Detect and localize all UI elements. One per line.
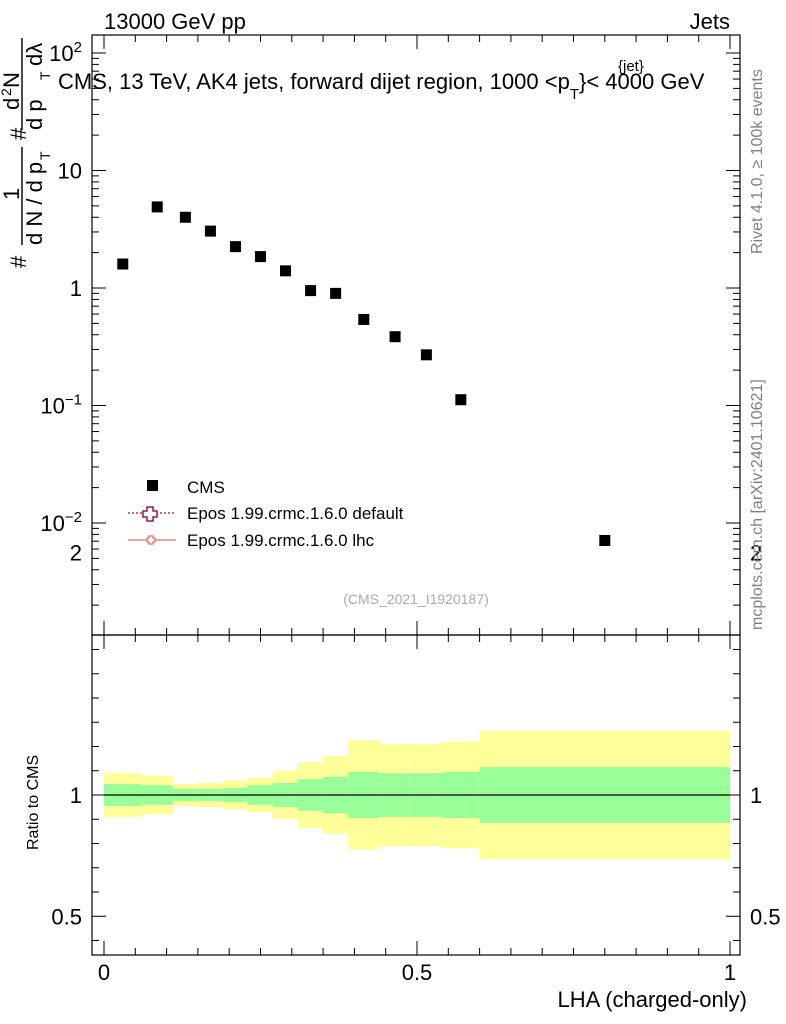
cms-data-point xyxy=(204,225,216,237)
x-axis-label: LHA (charged-only) xyxy=(557,987,747,1012)
ylabel-hash-1: # xyxy=(6,255,31,268)
ylabel-frac2-d: d xyxy=(0,98,24,110)
cms-data-point xyxy=(330,287,342,299)
ytick-exponent: −1 xyxy=(65,392,82,409)
main-ytick-label: 10−2 xyxy=(40,509,82,536)
ratio-ytick-label-left: 2 xyxy=(70,541,82,566)
main-axis-ticks xyxy=(92,35,740,635)
legend-label-cms: CMS xyxy=(187,478,225,497)
cms-data-point xyxy=(117,258,129,270)
header-jets: Jets xyxy=(690,9,730,34)
title-text: CMS, 13 TeV, AK4 jets, forward dijet reg… xyxy=(58,69,570,94)
cms-data-point xyxy=(151,201,163,213)
cms-data-point xyxy=(420,349,432,361)
ylabel-frac1-den: d N / d p xyxy=(22,162,47,245)
xtick-label: 0 xyxy=(98,960,110,985)
main-plot-title: CMS, 13 TeV, AK4 jets, forward dijet reg… xyxy=(58,69,705,103)
ylabel-one: 1 xyxy=(0,188,24,200)
title-superscript: {jet} xyxy=(618,58,644,75)
ylabel-frac2-exp: 2 xyxy=(0,88,14,96)
header-energy: 13000 GeV pp xyxy=(104,9,246,34)
ratio-y-label: Ratio to CMS xyxy=(25,755,42,850)
ylabel-frac1-sub: T xyxy=(37,151,53,160)
ratio-axis-ticks: 0.5 0.5 1 1 2 2 0 0.5 1 xyxy=(51,541,780,986)
mcplots-label: mcplots.cern.ch [arXiv:2401.10621] xyxy=(749,379,766,630)
title-subscript: T xyxy=(570,86,579,103)
rivet-version-label: Rivet 4.1.0, ≥ 100k events xyxy=(749,69,766,254)
ratio-ytick-label-right: 2 xyxy=(750,541,762,566)
ytick-exponent: 2 xyxy=(74,39,82,56)
cms-data-point xyxy=(280,265,292,277)
ytick-exponent: −2 xyxy=(65,509,82,526)
ylabel-lambda: dλ xyxy=(22,43,47,66)
title-tail: }< 4000 GeV xyxy=(579,69,705,94)
main-ytick-label: 10−1 xyxy=(40,392,82,419)
ratio-plot-frame xyxy=(91,634,741,956)
ratio-ytick-label-right: 0.5 xyxy=(750,904,781,929)
cms-data-point xyxy=(455,394,467,406)
ratio-ytick-label-left: 1 xyxy=(70,783,82,808)
cms-data-point xyxy=(305,285,317,297)
main-ytick-label: 1 xyxy=(70,276,82,301)
cms-data-point xyxy=(229,241,241,253)
main-ytick-label: 102 xyxy=(49,39,82,66)
main-y-label: # 1 d N / d p T # d 2 N d p T dλ xyxy=(0,38,53,268)
ytick-base: 10 xyxy=(40,511,64,536)
ylabel-frac2-N: N xyxy=(0,72,24,88)
legend-label-epos-lhc: Epos 1.99.crmc.1.6.0 lhc xyxy=(187,531,375,550)
xtick-label: 1 xyxy=(724,960,736,985)
cms-data-points xyxy=(117,201,611,546)
cms-data-point xyxy=(599,534,611,546)
ratio-ytick-label-left: 0.5 xyxy=(51,904,82,929)
main-ytick-label: 10 xyxy=(58,159,82,184)
cms-data-point xyxy=(389,331,401,343)
ytick-base: 10 xyxy=(40,394,64,419)
ratio-plot-area: 0.5 0.5 1 1 2 2 0 0.5 1 xyxy=(51,541,780,986)
legend-marker-epos-lhc xyxy=(146,535,156,545)
cms-data-point xyxy=(255,251,266,263)
xtick-label: 0.5 xyxy=(402,960,433,985)
cms-data-point xyxy=(179,211,191,223)
ylabel-frac2-sub: T xyxy=(37,71,53,80)
legend-marker-cms xyxy=(147,480,158,491)
ytick-base: 10 xyxy=(49,41,73,66)
legend: CMS Epos 1.99.crmc.1.6.0 default Epos 1.… xyxy=(128,478,404,550)
cms-data-point xyxy=(358,313,370,325)
analysis-reference: (CMS_2021_I1920187) xyxy=(343,591,489,607)
ylabel-frac2-den: d p xyxy=(22,99,47,130)
ratio-ytick-label-right: 1 xyxy=(750,783,762,808)
legend-marker-epos-default xyxy=(142,506,158,522)
legend-label-epos-default: Epos 1.99.crmc.1.6.0 default xyxy=(187,504,404,523)
ylabel-hash-2: # xyxy=(6,127,31,140)
